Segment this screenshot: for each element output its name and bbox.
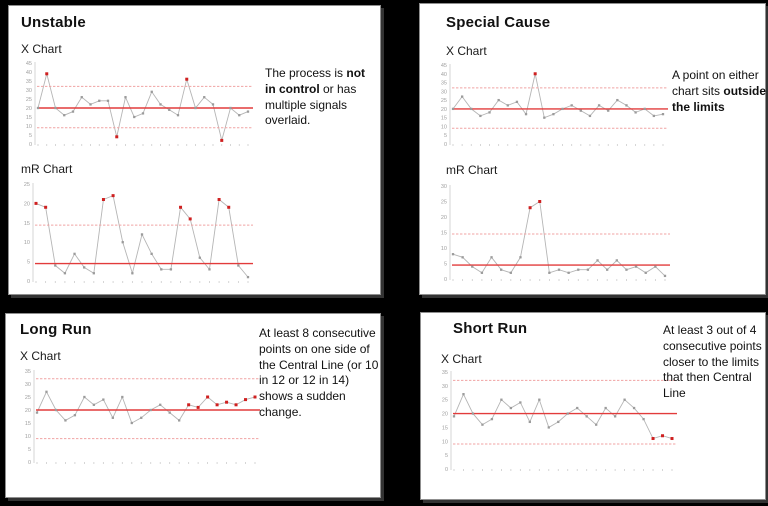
svg-text:25: 25 [26,97,32,103]
svg-text:5: 5 [445,453,448,459]
svg-text:40: 40 [26,70,32,76]
svg-text:30: 30 [441,89,447,95]
svg-text:35: 35 [441,81,447,87]
svg-text:5: 5 [444,133,447,139]
long-run-x-chart: 0 5 10 15 20 25 30 35 [18,367,266,471]
svg-text:5: 5 [29,133,32,139]
svg-text:10: 10 [24,240,30,246]
mr-chart-label: mR Chart [21,162,73,176]
panel-unstable: Unstable X Chart 0 5 10 15 20 25 30 35 40 45 The … [8,5,381,295]
panel-title-short-run: Short Run [453,320,528,337]
svg-text:10: 10 [441,124,447,130]
svg-text:15: 15 [26,115,32,121]
description-special-cause: A point on either chart sits outside the… [672,68,767,114]
svg-text:30: 30 [441,184,447,190]
svg-text:40: 40 [441,72,447,78]
svg-text:0: 0 [445,467,448,473]
panel-title-long-run: Long Run [20,321,92,338]
svg-text:0: 0 [444,142,447,148]
unstable-mr-chart: 0 5 10 15 20 25 [17,180,259,290]
svg-text:35: 35 [25,369,31,375]
special-cause-mr-chart: 0 5 10 15 20 25 30 [434,182,676,288]
description-long-run: At least 8 consecutive points on one sid… [259,326,379,420]
svg-text:5: 5 [28,447,31,453]
svg-text:10: 10 [441,246,447,252]
panel-special-cause: Special Cause X Chart 0 5 10 15 20 25 30 35 40 45… [419,3,766,295]
svg-text:20: 20 [441,215,447,221]
svg-text:20: 20 [26,106,32,112]
svg-text:20: 20 [442,412,448,418]
x-chart-label: X Chart [20,349,61,363]
svg-text:25: 25 [441,200,447,206]
svg-text:15: 15 [441,231,447,237]
x-chart-label: X Chart [446,44,487,58]
svg-text:35: 35 [442,370,448,376]
x-chart-label: X Chart [441,352,482,366]
svg-text:10: 10 [26,124,32,130]
mr-chart-label: mR Chart [446,163,498,177]
description-unstable: The process is not in control or has mul… [265,66,366,128]
svg-text:25: 25 [25,395,31,401]
description-short-run: At least 3 out of 4 consecutive points c… [663,323,762,401]
panel-title-special-cause: Special Cause [446,14,551,31]
svg-text:20: 20 [25,408,31,414]
svg-text:25: 25 [441,98,447,104]
svg-text:10: 10 [442,439,448,445]
svg-text:15: 15 [25,421,31,427]
svg-text:15: 15 [24,221,30,227]
x-chart-label: X Chart [21,42,62,56]
svg-text:0: 0 [29,142,32,148]
svg-text:25: 25 [442,398,448,404]
svg-text:20: 20 [441,107,447,113]
panel-long-run: Long Run X Chart 0 5 10 15 20 25 30 35 At least… [5,313,381,498]
svg-text:30: 30 [442,384,448,390]
svg-text:15: 15 [441,116,447,122]
short-run-x-chart: 0 5 10 15 20 25 30 35 [435,368,683,478]
svg-text:5: 5 [27,260,30,266]
svg-text:45: 45 [441,63,447,69]
special-cause-x-chart: 0 5 10 15 20 25 30 35 40 45 [434,61,674,153]
svg-text:30: 30 [26,88,32,94]
svg-text:5: 5 [444,262,447,268]
svg-text:10: 10 [25,434,31,440]
panel-short-run: Short Run X Chart 0 5 10 15 20 25 30 35 At leas… [420,312,766,500]
svg-text:20: 20 [24,201,30,207]
svg-text:0: 0 [27,279,30,285]
svg-text:35: 35 [26,79,32,85]
panel-title-unstable: Unstable [21,14,86,31]
svg-text:30: 30 [25,382,31,388]
svg-text:15: 15 [442,425,448,431]
svg-text:0: 0 [28,460,31,466]
svg-text:45: 45 [26,61,32,67]
unstable-x-chart: 0 5 10 15 20 25 30 35 40 45 [19,59,259,153]
svg-text:25: 25 [24,182,30,188]
svg-text:0: 0 [444,277,447,283]
